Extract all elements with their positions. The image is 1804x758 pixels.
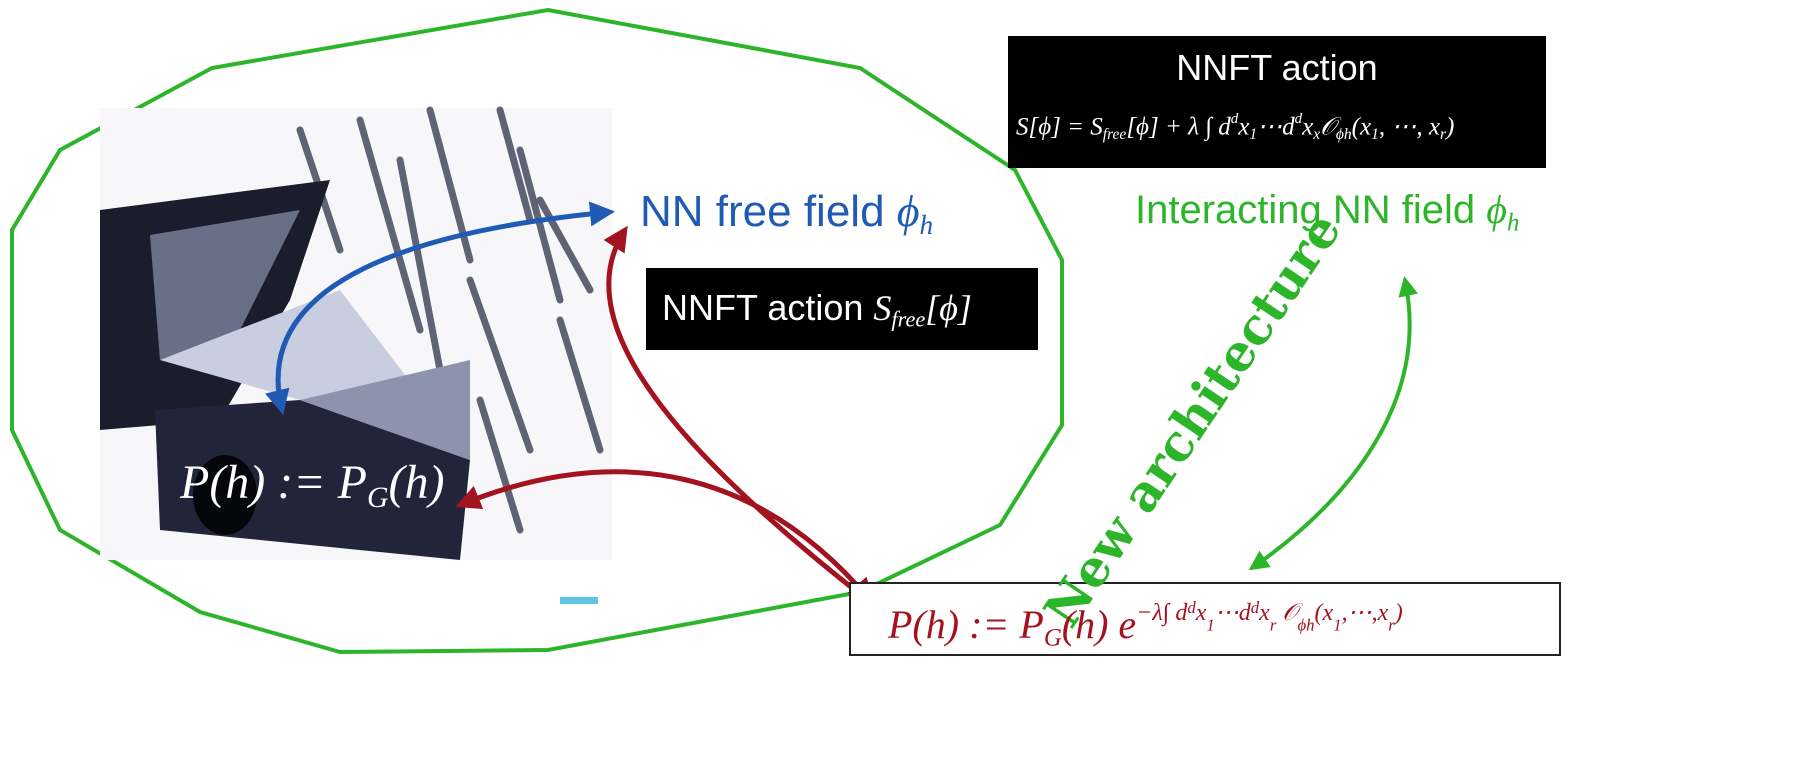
label-part: ϕh [1336, 126, 1352, 143]
label-part: 1 [1371, 126, 1379, 143]
label-part: free [1103, 126, 1127, 143]
label-part: ϕh [1297, 616, 1314, 635]
label-part: (h) e [1062, 602, 1136, 647]
label-part: 𝒪 [1320, 113, 1336, 140]
label-part: d [1295, 111, 1303, 127]
slide: NN free field ϕh NNFT action Sfree[ϕ] P(… [0, 0, 1804, 758]
label-part: free [891, 307, 925, 332]
label-part: ⋯d [1215, 600, 1251, 626]
distribution-formula: P(h) := PG(h) e−λ∫ ddx1⋯ddxr 𝒪ϕh(x1,⋯,xr… [888, 600, 1403, 651]
label-part: d [1187, 598, 1195, 617]
label-part: 1 [1206, 616, 1214, 635]
free-action-label: NNFT action Sfree[ϕ] [662, 290, 972, 331]
label-part: ⋯d [1257, 113, 1295, 140]
action-formula: S[ϕ] = Sfree[ϕ] + λ ∫ ddx1⋯ddxx𝒪ϕh(x1, ⋯… [1016, 112, 1454, 142]
label-part: 1 [1333, 616, 1341, 635]
label-part: ) [1446, 113, 1454, 140]
label-part: G [367, 481, 389, 514]
label-part: S [873, 288, 891, 328]
label-part: ,⋯,x [1342, 600, 1389, 626]
free-field-label: NN free field ϕh [640, 190, 933, 239]
label-part: [ϕ] + λ ∫ d [1126, 113, 1230, 140]
label-part: , ⋯, x [1379, 113, 1440, 140]
gaussian-label: P(h) := PG(h) [180, 458, 444, 513]
label-part: 1 [1249, 126, 1257, 143]
label-part: x [1196, 600, 1207, 626]
label-part: x [1238, 113, 1249, 140]
label-part: ϕ [897, 187, 920, 236]
label-part: [ϕ] [925, 288, 972, 328]
label-part: NN free field [640, 187, 897, 236]
label-part: (x [1352, 113, 1371, 140]
box-image [100, 108, 612, 604]
label-part: h [920, 210, 934, 240]
label-part: (h) [388, 456, 444, 509]
label-part: 𝒪 [1276, 600, 1297, 626]
label-part: G [1044, 625, 1062, 652]
label-part: NNFT action [662, 287, 873, 328]
label-part: x [1302, 113, 1313, 140]
label-part: P(h) := P [180, 456, 367, 509]
action-title: NNFT action [1008, 50, 1546, 86]
label-part: x [1259, 600, 1270, 626]
label-part: d [1251, 598, 1259, 617]
label-part: P(h) := P [888, 602, 1044, 647]
label-part: h [1507, 209, 1519, 236]
label-part: ϕ [1486, 187, 1507, 232]
label-part: −λ∫ d [1136, 600, 1187, 626]
label-part: ) [1395, 600, 1403, 626]
label-part: (x [1315, 600, 1334, 626]
label-part: S[ϕ] = S [1016, 113, 1103, 140]
